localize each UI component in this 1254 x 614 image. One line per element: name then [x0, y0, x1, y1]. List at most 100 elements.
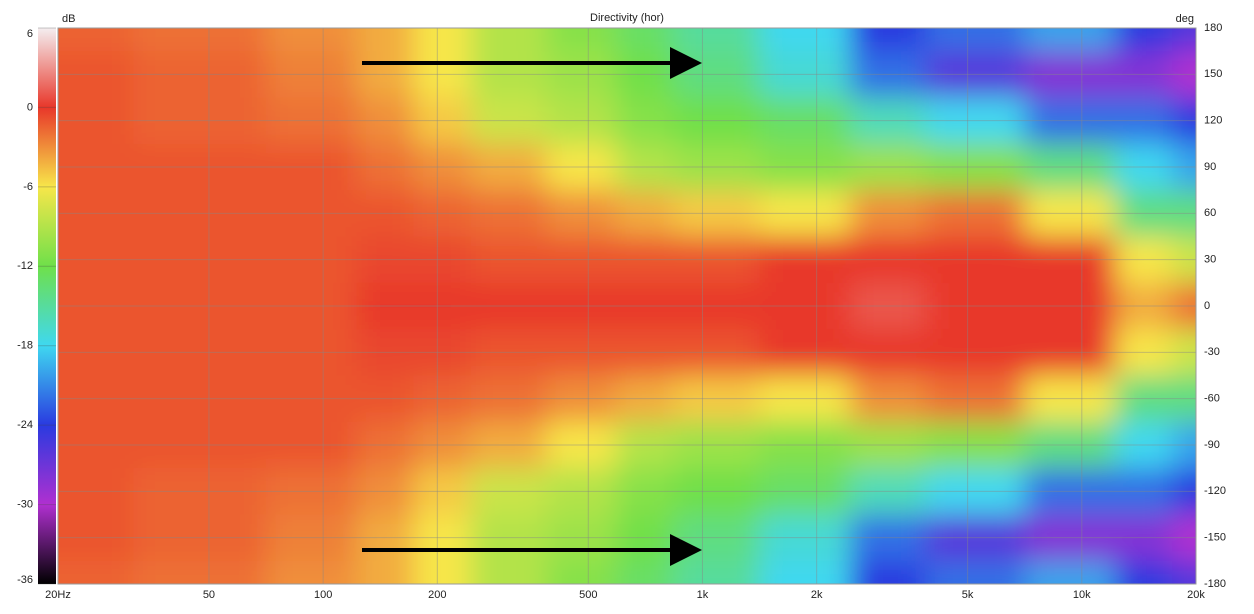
heatmap-cell: [58, 97, 134, 145]
heatmap-cell: [413, 236, 472, 284]
heatmap-cell: [850, 236, 927, 284]
heatmap-cell: [133, 143, 267, 191]
heatmap-cell: [673, 468, 761, 515]
heatmap-cell: [470, 375, 547, 423]
y-tick-label: -150: [1204, 532, 1226, 544]
heatmap-cell: [470, 190, 547, 237]
y-tick-label: -60: [1204, 393, 1220, 405]
heatmap-cell: [850, 282, 927, 330]
x-tick-label: 100: [314, 589, 332, 601]
heatmap-cell: [58, 375, 134, 423]
heatmap-cell: [673, 143, 761, 191]
heatmap-cell: [1024, 190, 1116, 237]
heatmap-cell: [925, 421, 1026, 469]
heatmap-cell: [470, 282, 547, 330]
heatmap-cell: [1172, 468, 1196, 515]
heatmap-cell: [616, 28, 674, 52]
heatmap-cell: [925, 282, 1026, 330]
heatmap-cell: [356, 28, 415, 52]
heatmap-cell: [1024, 28, 1116, 52]
heatmap-cell: [1172, 28, 1196, 52]
heatmap-cell: [850, 329, 927, 376]
heatmap-cell: [616, 190, 674, 237]
heatmap-cell: [133, 375, 267, 423]
heatmap-cell: [133, 421, 267, 469]
colorbar-tick-label: -24: [17, 419, 33, 431]
x-tick-label: 20k: [1187, 589, 1205, 601]
heatmap-cell: [759, 514, 851, 562]
heatmap-cell: [616, 375, 674, 423]
colorbar-tick-label: -6: [23, 181, 33, 193]
heatmap-cell: [413, 51, 472, 98]
x-tick-label: 2k: [811, 589, 823, 601]
heatmap-cell: [266, 236, 358, 284]
heatmap-cell: [546, 51, 617, 98]
heatmap-cell: [759, 51, 851, 98]
heatmap-cell: [1024, 97, 1116, 145]
heatmap-cell: [133, 468, 267, 515]
heatmap-cell: [925, 375, 1026, 423]
heatmap-cell: [58, 560, 134, 584]
heatmap-cell: [850, 28, 927, 52]
heatmap-cell: [1115, 190, 1173, 237]
heatmap-cell: [925, 28, 1026, 52]
heatmap-cell: [470, 236, 547, 284]
heatmap-cell: [266, 51, 358, 98]
heatmap-cell: [850, 143, 927, 191]
heatmap-cell: [1172, 190, 1196, 237]
heatmap-cell: [616, 282, 674, 330]
heatmap-cell: [1115, 514, 1173, 562]
heatmap-cell: [413, 143, 472, 191]
heatmap-cell: [673, 236, 761, 284]
heatmap-cell: [413, 421, 472, 469]
heatmap-cell: [1115, 329, 1173, 376]
heatmap-cell: [546, 97, 617, 145]
heatmap-cell: [133, 51, 267, 98]
heatmap-cell: [850, 560, 927, 584]
heatmap-cell: [266, 97, 358, 145]
heatmap-cell: [356, 282, 415, 330]
heatmap-cell: [925, 143, 1026, 191]
heatmap-cell: [616, 514, 674, 562]
heatmap-cell: [673, 375, 761, 423]
y-tick-label: -120: [1204, 485, 1226, 497]
heatmap-cell: [266, 421, 358, 469]
heatmap-cell: [616, 143, 674, 191]
heatmap-cell: [133, 514, 267, 562]
heatmap-cell: [356, 329, 415, 376]
heatmap-cell: [616, 329, 674, 376]
heatmap-cell: [850, 51, 927, 98]
colorbar: [38, 28, 56, 584]
colorbar-tick-label: 0: [27, 101, 33, 113]
heatmap-cell: [1172, 421, 1196, 469]
heatmap-cell: [1115, 560, 1173, 584]
colorbar-tick-label: 6: [27, 28, 33, 40]
heatmap-cell: [1024, 560, 1116, 584]
heatmap-cell: [470, 514, 547, 562]
heatmap-cell: [356, 190, 415, 237]
heatmap-cell: [58, 468, 134, 515]
heatmap-cell: [1172, 236, 1196, 284]
heatmap-cell: [470, 28, 547, 52]
heatmap-cell: [759, 28, 851, 52]
heatmap-cell: [1115, 97, 1173, 145]
heatmap-cell: [925, 514, 1026, 562]
chart-title: Directivity (hor): [590, 12, 664, 24]
y-tick-label: 0: [1204, 300, 1210, 312]
heatmap-cell: [1172, 51, 1196, 98]
heatmap-cell: [133, 190, 267, 237]
heatmap-cell: [850, 468, 927, 515]
heatmap-cell: [616, 468, 674, 515]
heatmap-cell: [133, 236, 267, 284]
heatmap-cell: [413, 468, 472, 515]
y-tick-label: 90: [1204, 161, 1216, 173]
heatmap-cell: [1172, 375, 1196, 423]
x-tick-label: 5k: [962, 589, 974, 601]
heatmap-cell: [266, 143, 358, 191]
heatmap-cell: [546, 236, 617, 284]
heatmap-cell: [616, 236, 674, 284]
heatmap-cell: [266, 28, 358, 52]
heatmap-cell: [413, 375, 472, 423]
heatmap-cell: [133, 28, 267, 52]
